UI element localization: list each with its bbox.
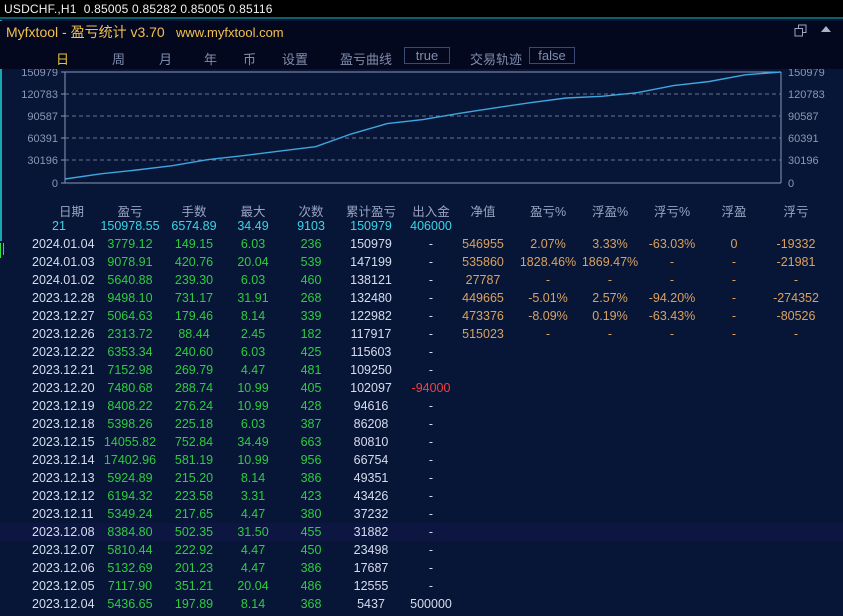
svg-text:30196: 30196 <box>788 155 819 167</box>
svg-text:60391: 60391 <box>788 133 819 145</box>
svg-text:150979: 150979 <box>788 69 825 79</box>
svg-text:0: 0 <box>788 178 794 190</box>
svg-text:120783: 120783 <box>21 89 58 101</box>
svg-text:150979: 150979 <box>21 69 58 79</box>
svg-text:60391: 60391 <box>27 133 58 145</box>
svg-text:30196: 30196 <box>27 155 58 167</box>
svg-text:90587: 90587 <box>27 111 58 123</box>
svg-text:90587: 90587 <box>788 111 819 123</box>
svg-text:120783: 120783 <box>788 89 825 101</box>
svg-text:0: 0 <box>52 178 58 190</box>
